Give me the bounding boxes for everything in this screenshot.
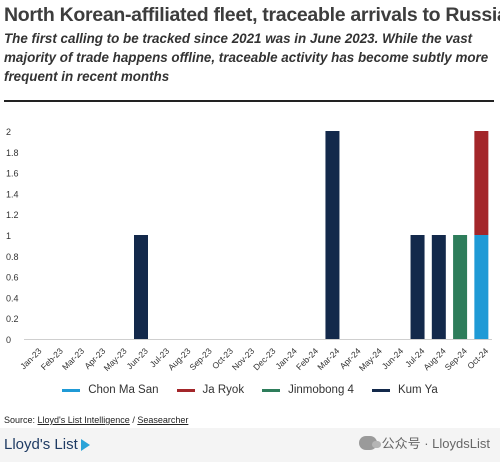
y-tick-label: 1.4: [6, 189, 19, 199]
y-tick-label: 2: [6, 127, 11, 137]
x-tick-label: Feb-23: [39, 346, 65, 372]
legend-label: Ja Ryok: [202, 384, 245, 396]
legend-label: Jinmobong 4: [288, 384, 354, 396]
legend-swatch: [62, 388, 81, 392]
legend-label: Chon Ma San: [88, 384, 159, 396]
y-tick-label: 1.8: [6, 148, 19, 158]
brand-triangle-icon: [80, 438, 90, 451]
legend-item-jinmobong-4[interactable]: Jinmobong 4: [262, 384, 354, 396]
x-tick-label: Feb-24: [294, 346, 320, 372]
x-tick-label: Nov-23: [230, 346, 257, 373]
chart-subtitle: The first calling to be tracked since 20…: [4, 31, 489, 84]
x-tick-label: Jun-23: [124, 346, 150, 372]
source-link-seasearcher[interactable]: Seasearcher: [137, 415, 189, 425]
source-link-lloyds-list-intelligence[interactable]: Lloyd's List Intelligence: [37, 415, 130, 425]
y-tick-label: 1.6: [6, 169, 19, 179]
legend-item-chon-ma-san[interactable]: Chon Ma San: [62, 384, 159, 396]
y-tick-label: 1: [6, 231, 11, 241]
legend-item-ja-ryok[interactable]: Ja Ryok: [176, 384, 245, 396]
bar-jinmobong-4-sep-24[interactable]: [453, 235, 468, 339]
x-tick-label: Dec-23: [251, 346, 278, 373]
chart-legend: Chon Ma San Ja Ryok Jinmobong 4 Kum Ya: [0, 382, 500, 398]
source-line: Source: Lloyd's List Intelligence / Seas…: [4, 415, 188, 425]
legend-swatch: [176, 388, 195, 392]
x-tick-label: Mar-23: [60, 346, 86, 372]
bar-ja-ryok-oct-24[interactable]: [474, 131, 489, 235]
y-tick-label: 1.2: [6, 210, 19, 220]
x-tick-label: Oct-24: [465, 346, 490, 371]
bar-kum-ya-jul-24[interactable]: [410, 235, 425, 339]
y-tick-label: 0.6: [6, 273, 19, 283]
y-tick-label: 0.2: [6, 314, 19, 324]
bar-chart: 00.20.40.60.811.21.41.61.82Jan-23Feb-23M…: [6, 127, 492, 373]
brand-name: Lloyd's List: [4, 436, 78, 453]
y-tick-label: 0: [6, 335, 11, 345]
source-prefix: Source:: [4, 415, 38, 425]
x-tick-label: Sep-23: [187, 346, 214, 373]
x-tick-label: Mar-24: [315, 346, 341, 372]
x-tick-label: May-24: [357, 346, 384, 373]
bar-chon-ma-san-oct-24[interactable]: [474, 235, 489, 339]
legend-item-kum-ya[interactable]: Kum Ya: [371, 384, 438, 396]
x-tick-label: May-23: [102, 346, 129, 373]
bar-kum-ya-jun-23[interactable]: [134, 235, 148, 339]
x-tick-label: Sep-24: [443, 346, 470, 373]
legend-swatch: [371, 388, 390, 392]
watermark: 公众号 · LloydsList: [358, 433, 490, 452]
y-tick-label: 0.8: [6, 252, 19, 262]
x-tick-label: Aug-24: [421, 346, 448, 373]
brand-logo: Lloyd's List: [4, 436, 90, 453]
chart-title: North Korean-affiliated fleet, traceable…: [4, 4, 500, 26]
source-separator: /: [129, 415, 138, 425]
bar-kum-ya-aug-24[interactable]: [431, 235, 446, 339]
legend-label: Kum Ya: [397, 384, 438, 396]
x-tick-label: Jun-24: [380, 346, 406, 372]
x-tick-label: Aug-23: [166, 346, 193, 373]
bar-kum-ya-mar-24[interactable]: [325, 131, 340, 339]
header-divider: [4, 100, 494, 102]
watermark-text: 公众号 · LloydsList: [381, 436, 490, 451]
y-tick-label: 0.4: [6, 293, 19, 303]
legend-swatch: [262, 388, 281, 392]
wechat-icon: [358, 435, 381, 450]
